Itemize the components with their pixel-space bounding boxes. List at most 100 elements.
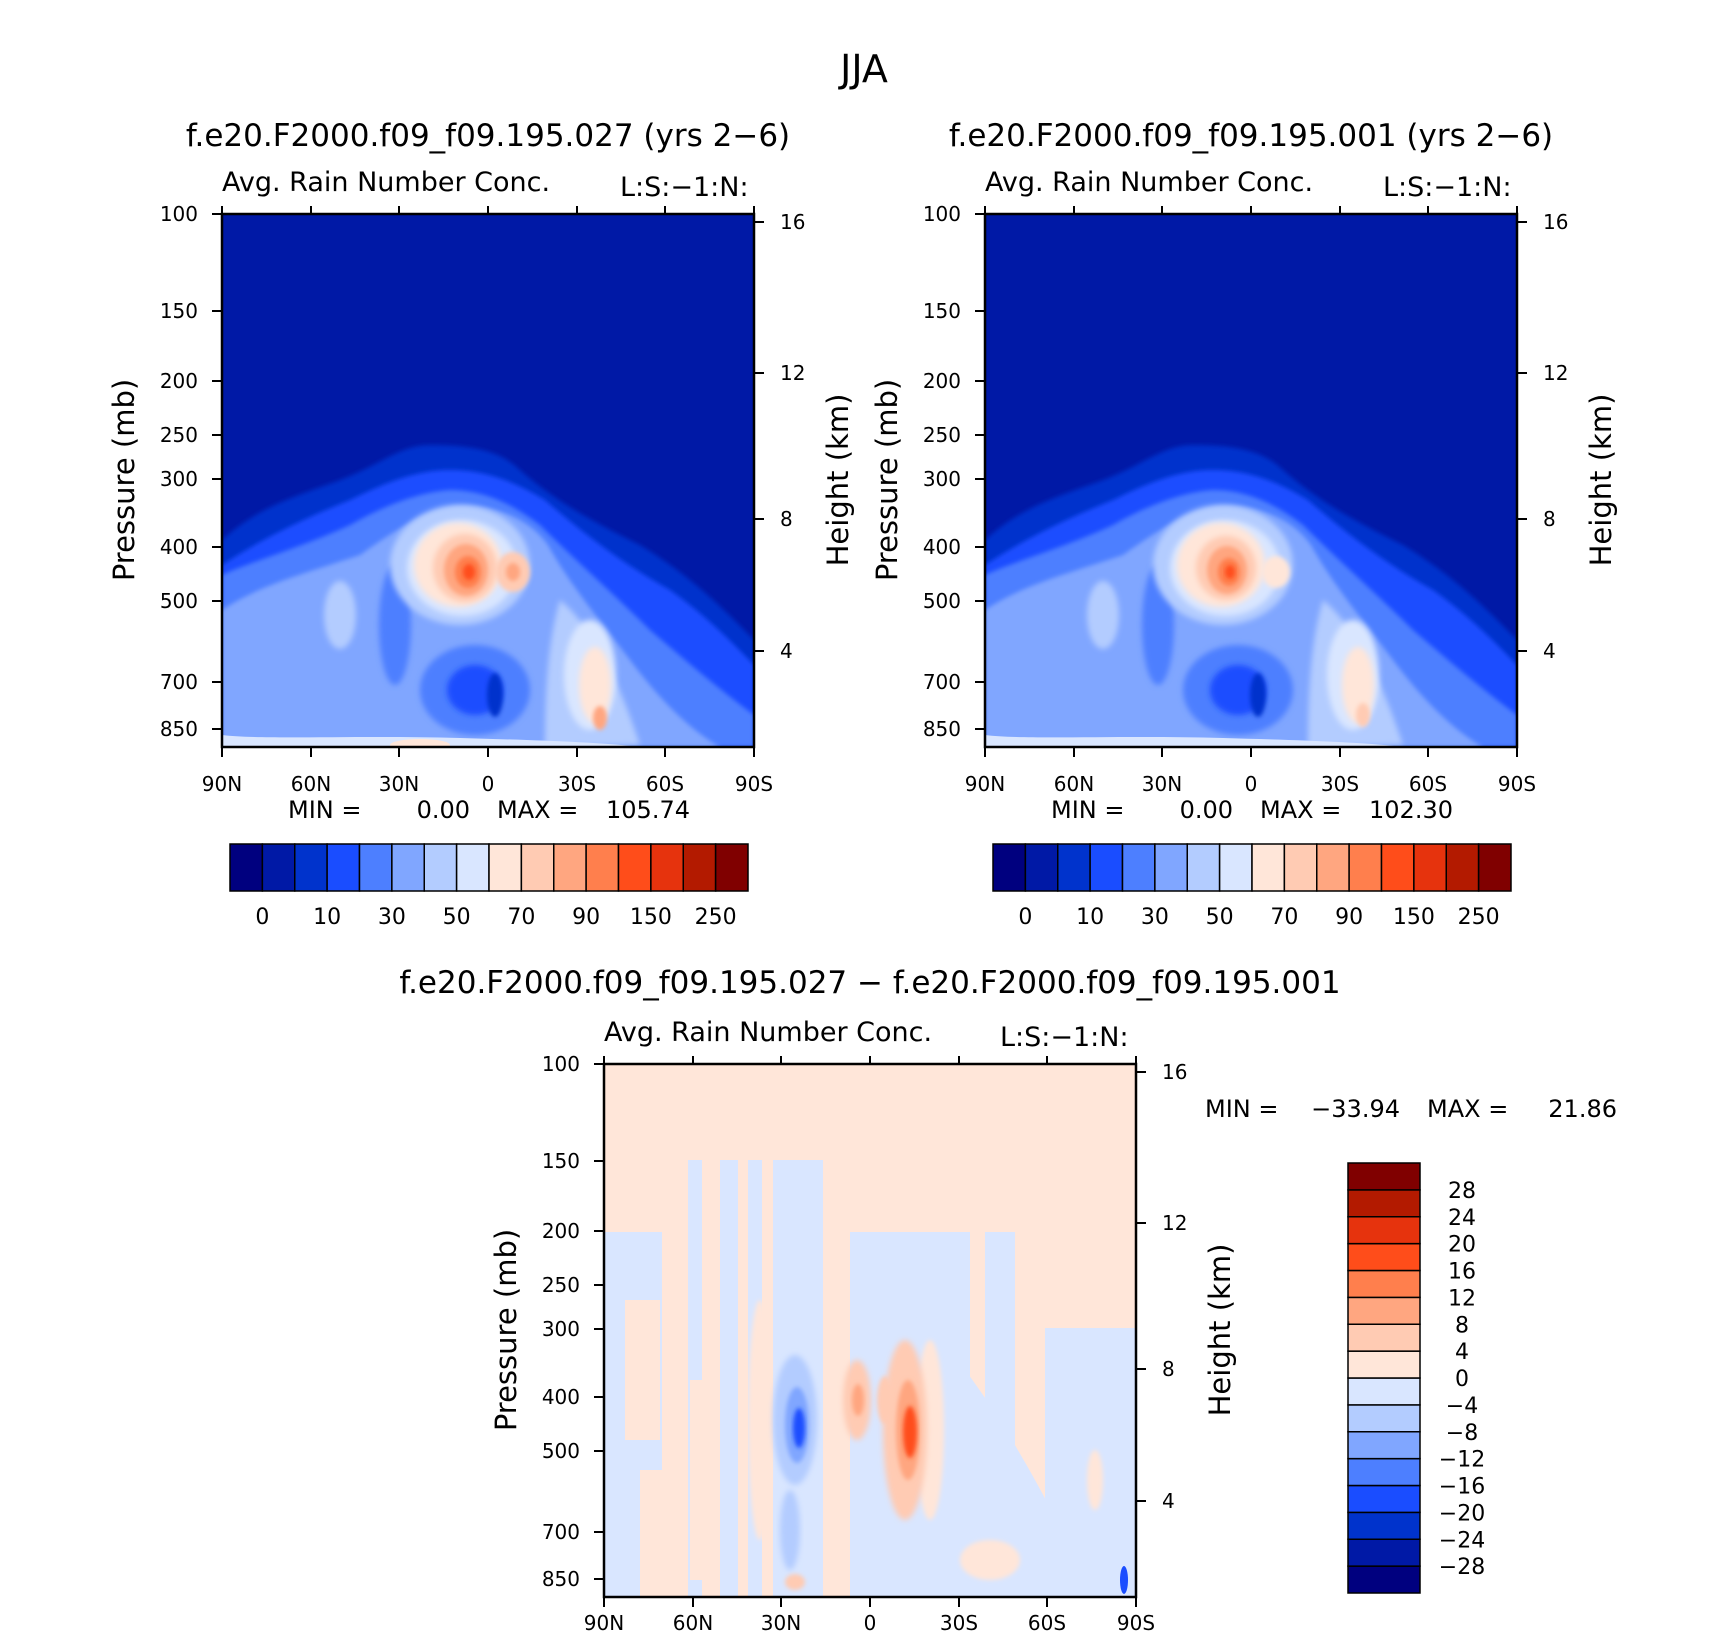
panel-2-ylabel-right: Height (km) [1584, 394, 1618, 567]
panel-2-min-label: MIN = [1051, 796, 1124, 824]
colorbar-label: −16 [1439, 1475, 1485, 1500]
panel-1-xtick: 90N [202, 772, 242, 796]
panel-3-ptick: 500 [542, 1439, 580, 1463]
colorbar-label: 250 [695, 905, 737, 930]
colorbar-box [229, 843, 264, 892]
colorbar-label: 28 [1448, 1179, 1476, 1204]
colorbar-box [1316, 843, 1350, 892]
panel-1-contour-field [222, 214, 754, 747]
colorbar-label: −28 [1439, 1555, 1485, 1580]
panel-2-ptick: 400 [923, 535, 961, 559]
panel-2-ptick: 500 [923, 589, 961, 613]
panel-3-title: f.e20.F2000.f09_f09.195.027 − f.e20.F200… [399, 965, 1340, 1001]
colorbar-label: 150 [1393, 905, 1435, 930]
panel-3-xtick: 0 [864, 1611, 877, 1631]
colorbar-box [1445, 843, 1480, 892]
colorbar-box [1347, 1269, 1421, 1299]
panel-1-ptick: 850 [160, 717, 198, 741]
panel-2-ptick: 100 [923, 202, 961, 226]
colorbar-label: 10 [1076, 905, 1104, 930]
colorbar-box [1347, 1216, 1421, 1245]
colorbar-box [1347, 1565, 1421, 1594]
colorbar-box [455, 843, 490, 892]
colorbar-label: 70 [507, 905, 535, 930]
panel-1-units: L:S:−1:N: [620, 172, 749, 203]
colorbar-box [1347, 1457, 1421, 1487]
colorbar-label: 50 [1206, 905, 1234, 930]
panel-1-xtick: 60S [646, 772, 684, 796]
panel-2-min-value: 0.00 [1180, 796, 1233, 824]
main-title: JJA [838, 47, 888, 91]
panel-3-xtick: 30N [761, 1611, 801, 1631]
colorbar-box [617, 843, 652, 892]
panel-3-htick: 12 [1162, 1211, 1187, 1235]
colorbar-label: 70 [1270, 905, 1298, 930]
panel-3-ylabel-right: Height (km) [1203, 1244, 1237, 1417]
panel-1-htick: 16 [780, 210, 805, 234]
colorbar-box [1057, 843, 1091, 892]
colorbar-box [488, 843, 523, 892]
panel-1-xtick: 60N [291, 772, 331, 796]
colorbar-label: 250 [1458, 905, 1500, 930]
colorbar-label: 30 [378, 905, 406, 930]
colorbar-label: 4 [1455, 1340, 1469, 1365]
panel-1-ylabel-right: Height (km) [821, 394, 855, 567]
panel-2-htick: 12 [1543, 361, 1568, 385]
panel-3-ptick: 300 [542, 1317, 580, 1341]
colorbar-box [650, 843, 684, 892]
panel-1-xtick: 30N [379, 772, 419, 796]
panel-1-ylabel: Pressure (mb) [107, 379, 141, 581]
panel-2-ptick: 150 [923, 299, 961, 323]
panel-2-max-label: MAX = [1260, 796, 1341, 824]
panel-2-ptick: 200 [923, 369, 961, 393]
colorbar-box [1413, 843, 1447, 892]
panel-2-ptick: 300 [923, 467, 961, 491]
colorbar-box [1121, 843, 1156, 892]
colorbar-box [1347, 1350, 1421, 1379]
colorbar-label: 0 [255, 905, 269, 930]
colorbar-box [1347, 1404, 1421, 1433]
colorbar-label: 0 [1455, 1367, 1469, 1392]
panel-2-htick: 8 [1543, 507, 1556, 531]
panel-1-min-value: 0.00 [417, 796, 470, 824]
panel-3: f.e20.F2000.f09_f09.195.027 − f.e20.F200… [399, 965, 1617, 1631]
panel-2-units: L:S:−1:N: [1383, 172, 1512, 203]
panel-1-ptick: 250 [160, 423, 198, 447]
panel-3-xtick: 90N [584, 1611, 624, 1631]
panel-3-max-label: MAX = [1427, 1095, 1508, 1123]
panel-2-ptick: 250 [923, 423, 961, 447]
colorbar-label: −12 [1439, 1448, 1485, 1473]
colorbar-box [423, 843, 458, 892]
colorbar-box [1347, 1377, 1421, 1406]
panel-2-htick: 16 [1543, 210, 1568, 234]
colorbar-box [1089, 843, 1124, 892]
panel-1-htick: 8 [780, 507, 793, 531]
colorbar-box [1347, 1242, 1421, 1272]
panel-2-max-value: 102.30 [1369, 796, 1453, 824]
panel-1-min-label: MIN = [288, 796, 361, 824]
panel-1-ptick: 400 [160, 535, 198, 559]
panel-1-htick: 12 [780, 361, 805, 385]
panel-2-ptick: 850 [923, 717, 961, 741]
colorbar-box [1218, 843, 1253, 892]
panel-3-ptick: 100 [542, 1052, 580, 1076]
panel-3-xtick: 60N [673, 1611, 713, 1631]
colorbar-box [520, 843, 555, 892]
colorbar-box [992, 843, 1027, 892]
panel-1-xtick: 90S [735, 772, 773, 796]
panel-3-htick: 8 [1162, 1357, 1175, 1381]
colorbar-box [391, 843, 425, 892]
colorbar-label: 90 [1335, 905, 1363, 930]
panel-2-title: f.e20.F2000.f09_f09.195.001 (yrs 2−6) [949, 118, 1553, 154]
colorbar-box [1380, 843, 1415, 892]
panel-1-max-value: 105.74 [606, 796, 690, 824]
colorbar-label: −24 [1439, 1528, 1485, 1553]
colorbar-box [1347, 1484, 1421, 1514]
colorbar-box [358, 843, 393, 892]
panel-2-xtick: 60N [1054, 772, 1094, 796]
colorbar-label: 90 [572, 905, 600, 930]
panel-2-subtitle: Avg. Rain Number Conc. [985, 167, 1313, 198]
colorbar-label: 8 [1455, 1313, 1469, 1338]
panel-2-contour-field [985, 214, 1517, 747]
